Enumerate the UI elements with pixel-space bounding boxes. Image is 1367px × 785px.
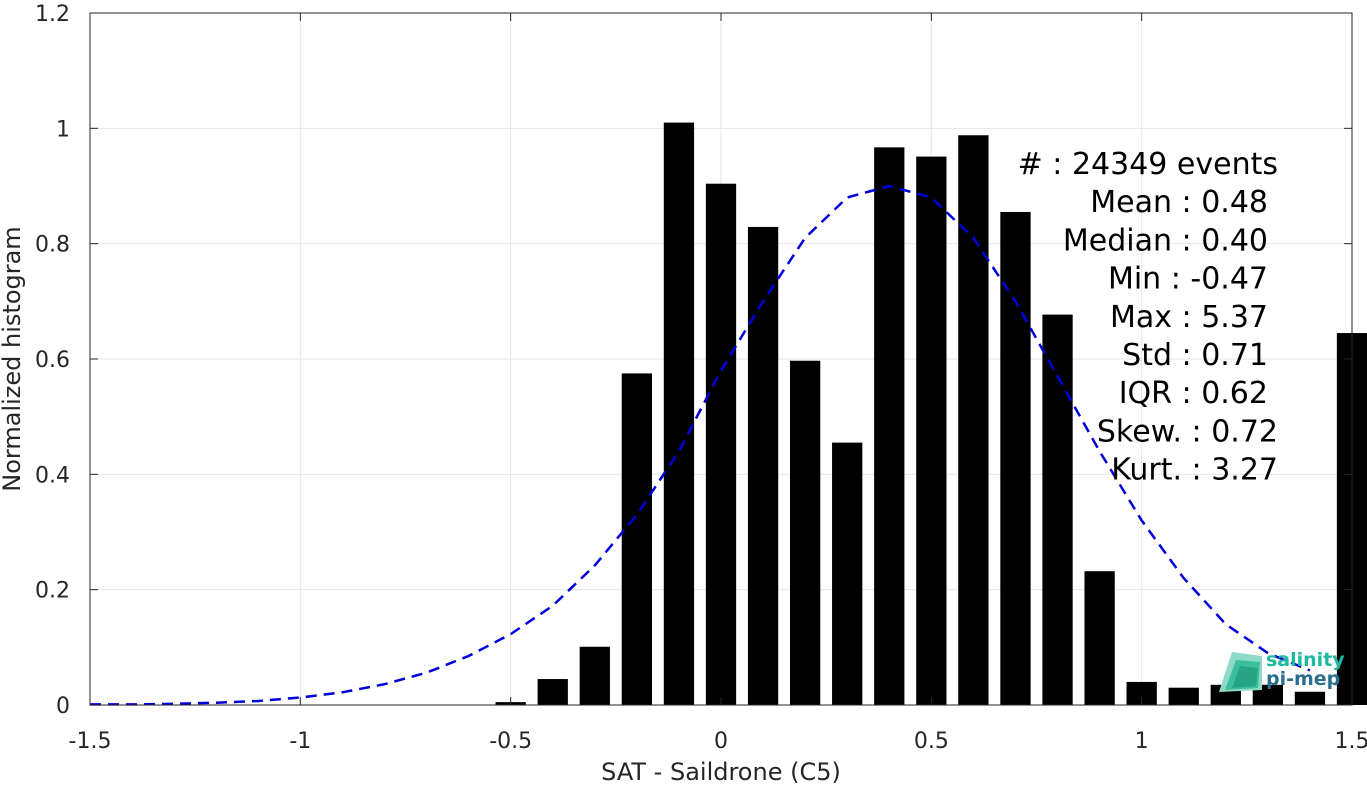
histogram-bar [1294, 691, 1326, 705]
normal-fit-curve [90, 184, 1311, 706]
stat-line: Min : -0.47 [1108, 262, 1268, 297]
stat-line: Kurt. : 3.27 [1111, 453, 1278, 488]
histogram-bar [1168, 687, 1199, 705]
logo-text-salinity: salinity [1266, 649, 1345, 671]
x-tick-label: -1.5 [69, 729, 112, 754]
x-axis-ticks: -1.5 -1 -0.5 0 0.5 1 1.5 [69, 13, 1367, 754]
histogram-bar [1000, 211, 1031, 705]
histogram-bar [621, 373, 653, 705]
x-axis-label: SAT - Saildrone (C5) [601, 758, 841, 785]
wave-logo-icon [1219, 652, 1262, 692]
x-tick-label: -1 [289, 729, 311, 754]
histogram-bar [874, 147, 905, 705]
histogram-bar [789, 360, 821, 705]
histogram-bar [1084, 571, 1115, 705]
histogram-bar [747, 226, 779, 705]
logo-text-pimep: pi-mep [1266, 668, 1340, 690]
y-tick-label: 0.6 [35, 348, 70, 373]
x-tick-label: -0.5 [489, 729, 532, 754]
stat-line: Mean : 0.48 [1090, 185, 1268, 220]
histogram-bars [495, 122, 1367, 706]
y-tick-label: 0 [56, 694, 70, 719]
histogram-bar [705, 183, 737, 705]
stat-line: Median : 0.40 [1063, 223, 1268, 258]
y-tick-label: 1 [56, 117, 70, 142]
x-tick-label: 0 [714, 729, 728, 754]
y-tick-label: 1.2 [35, 2, 70, 27]
stat-line: # : 24349 events [1018, 147, 1278, 182]
histogram-bar [1126, 681, 1157, 705]
x-tick-label: 1 [1135, 729, 1149, 754]
y-tick-label: 0.8 [35, 233, 70, 258]
histogram-bar [832, 442, 863, 705]
histogram-bar [1042, 314, 1073, 705]
histogram-bar [537, 679, 568, 705]
stat-line: Std : 0.71 [1122, 338, 1268, 373]
stat-line: IQR : 0.62 [1119, 376, 1268, 411]
histogram-bar [916, 156, 947, 706]
stat-line: Max : 5.37 [1110, 300, 1268, 335]
x-tick-label: 0.5 [914, 729, 949, 754]
y-axis-label: Normalized histogram [0, 226, 26, 491]
stat-line: Skew. : 0.72 [1097, 414, 1278, 449]
y-tick-label: 0.4 [35, 463, 70, 488]
x-tick-label: 1.5 [1335, 729, 1367, 754]
y-tick-label: 0.2 [35, 579, 70, 604]
salinity-pimep-logo: salinity pi-mep [1219, 649, 1345, 692]
histogram-bar [663, 122, 695, 706]
y-axis-ticks: 0 0.2 0.4 0.6 0.8 1 1.2 [35, 2, 1352, 719]
histogram-bar [579, 646, 610, 705]
histogram-bar [958, 135, 989, 706]
